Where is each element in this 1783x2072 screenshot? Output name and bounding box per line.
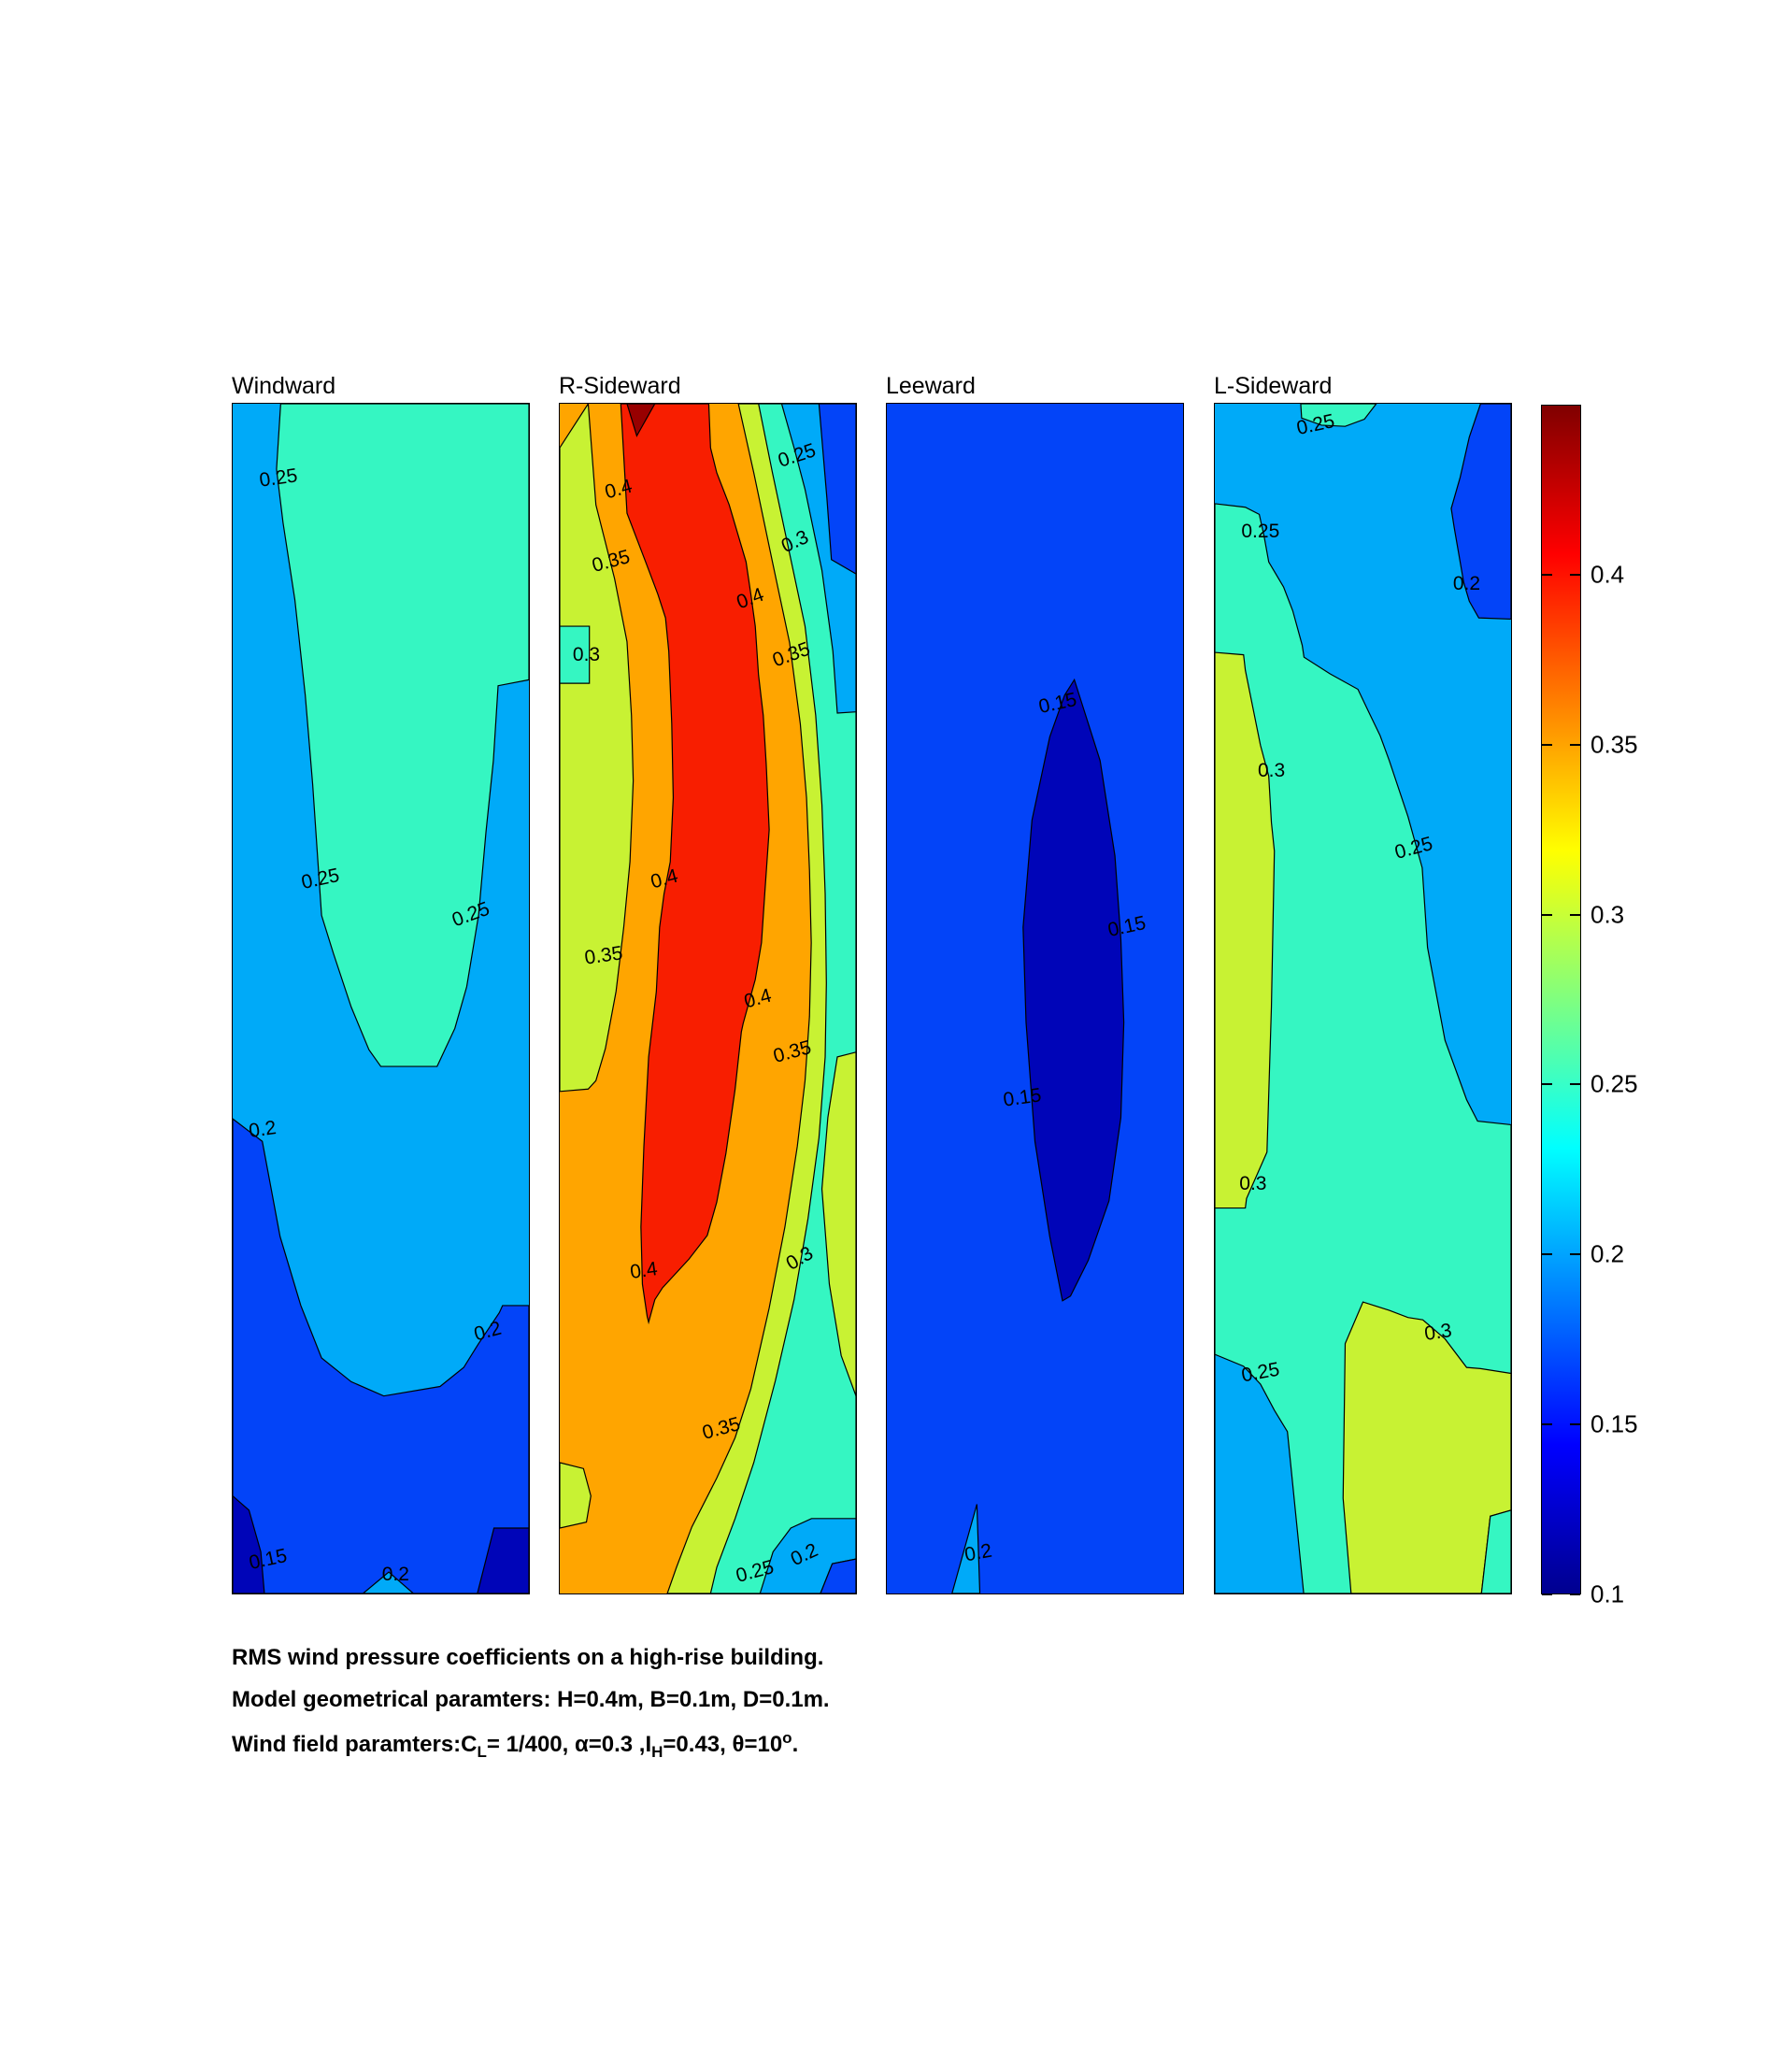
contour-label: 0.3 — [572, 643, 601, 665]
contour-band-b2 — [233, 1119, 529, 1593]
contour-band-b2 — [820, 1559, 856, 1593]
colorbar-tick — [1570, 913, 1580, 916]
contour-band-b1 — [478, 1528, 529, 1593]
caption-line-3-part: α — [574, 1732, 589, 1757]
caption-line-3-part: o — [782, 1729, 792, 1747]
contour-band-b3 — [1215, 1354, 1304, 1593]
colorbar: 0.4 0.35 0.3 0.25 0.2 0.15 0.1 — [1541, 405, 1638, 1608]
colorbar-tick-label: 0.3 — [1590, 900, 1625, 929]
contour-band-b4 — [277, 404, 529, 1066]
panel-title-r-sideward: R-Sideward — [559, 373, 681, 399]
panel-title-l-sideward: L-Sideward — [1214, 373, 1333, 399]
caption-line-3-part: =0.43, — [663, 1732, 733, 1757]
contour-band-b1 — [233, 1496, 264, 1593]
caption-line-1: RMS wind pressure coefficients on a high… — [232, 1645, 824, 1670]
contour-label: 0.35 — [582, 941, 624, 969]
colorbar-tick — [1570, 1083, 1580, 1086]
contour-label: 0.4 — [628, 1258, 660, 1283]
caption-line-3-part: = 1/400, — [486, 1732, 575, 1757]
contour-band-b5 — [560, 1463, 591, 1528]
contour-label: 0.2 — [1452, 573, 1481, 595]
contour-panel-leeward: 0.15 0.15 0.15 0.2 — [886, 403, 1184, 1594]
colorbar-tick — [1570, 1423, 1580, 1426]
contour-panel-r-sideward: 0.4 0.35 0.3 0.4 0.25 0.3 0.35 0.35 0.4 0.4 0.35 0.… — [559, 403, 857, 1594]
contour-band-b5 — [560, 404, 634, 1092]
colorbar-tick — [1570, 1593, 1580, 1595]
caption-line-3: Wind field paramters:CL= 1/400, α=0.3 ,I… — [232, 1729, 1073, 1762]
contour-band-b3 — [363, 1572, 413, 1593]
colorbar-tick — [1542, 743, 1552, 746]
colorbar-tick — [1542, 1253, 1552, 1256]
colorbar-tick — [1542, 1083, 1552, 1086]
caption-line-3-part: Wind field paramters:C — [232, 1732, 478, 1757]
contour-band-b5 — [822, 1052, 856, 1396]
contour-band-b5 — [1215, 652, 1275, 1207]
contour-band-b8 — [627, 404, 655, 436]
caption-line-3-part: θ — [732, 1732, 745, 1757]
panel-title-windward: Windward — [232, 373, 336, 399]
contour-panel-l-sideward: 0.25 0.25 0.2 0.3 0.25 0.3 0.3 0.25 — [1214, 403, 1512, 1594]
colorbar-gradient — [1541, 405, 1581, 1594]
colorbar-tick — [1570, 573, 1580, 576]
colorbar-tick — [1542, 1423, 1552, 1426]
contour-band-b5 — [1343, 1302, 1511, 1593]
caption-line-3-part: H — [651, 1742, 663, 1761]
contour-band-b3 — [952, 1505, 980, 1593]
contour-label: 0.3 — [1423, 1320, 1454, 1346]
colorbar-tick — [1570, 1253, 1580, 1256]
contour-band-b4 — [560, 626, 590, 683]
colorbar-tick — [1570, 743, 1580, 746]
contour-label: 0.3 — [1257, 760, 1286, 782]
caption-line-2: Model geometrical paramters: H=0.4m, B=0… — [232, 1687, 830, 1712]
colorbar-tick — [1542, 573, 1552, 576]
contour-band-b7 — [620, 404, 769, 1322]
caption-line-3-part: =10 — [744, 1732, 783, 1757]
contour-band-b4 — [1301, 404, 1376, 426]
contour-panel-windward: 0.25 0.25 0.25 0.2 0.2 0.15 0.2 — [232, 403, 530, 1594]
panel-title-leeward: Leeward — [886, 373, 976, 399]
caption-line-3-part: . — [792, 1732, 799, 1757]
colorbar-tick-label: 0.1 — [1590, 1579, 1625, 1608]
colorbar-tick-label: 0.2 — [1590, 1239, 1625, 1268]
contour-band-b1 — [1023, 679, 1124, 1301]
colorbar-tick — [1542, 913, 1552, 916]
colorbar-tick-label: 0.4 — [1590, 560, 1625, 589]
contour-band-b4 — [710, 404, 856, 1593]
contour-band-b4 — [1481, 1510, 1511, 1593]
contour-label: 0.25 — [1241, 521, 1280, 543]
contour-band-b4 — [1215, 504, 1511, 1593]
colorbar-tick-label: 0.25 — [1590, 1069, 1638, 1098]
caption-line-3-part: =0.3 ,I — [588, 1732, 652, 1757]
figure-caption: RMS wind pressure coefficients on a high… — [232, 1645, 1073, 1778]
colorbar-tick-label: 0.35 — [1590, 730, 1638, 759]
contour-label: 0.2 — [381, 1563, 409, 1585]
contour-label: 0.2 — [963, 1539, 994, 1566]
contour-band-b2 — [1451, 404, 1511, 619]
contour-band-b2 — [819, 404, 856, 574]
caption-line-3-part: L — [477, 1742, 487, 1761]
contour-label: 0.2 — [247, 1116, 278, 1142]
colorbar-tick — [1542, 1593, 1552, 1595]
contour-label: 0.3 — [1239, 1173, 1267, 1195]
colorbar-tick-label: 0.15 — [1590, 1409, 1638, 1438]
